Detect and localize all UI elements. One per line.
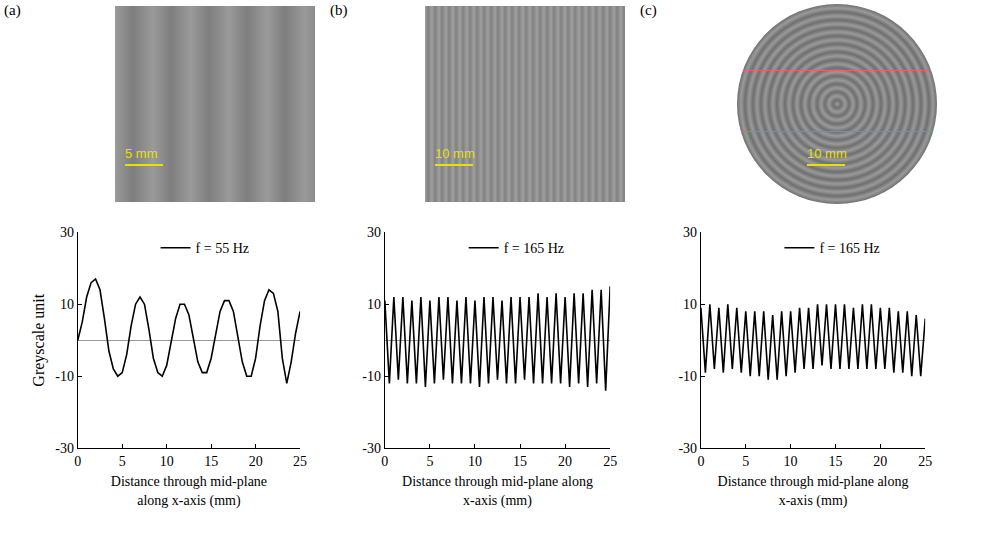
html-text:5 mm: 5 mm [125,146,158,161]
svg-text:f = 165 Hz: f = 165 Hz [819,241,879,256]
svg-text:30: 30 [367,225,381,240]
html-text:(a): (a) [4,2,21,18]
svg-text:10: 10 [367,297,381,312]
html-text:(b): (b) [330,2,348,18]
svg-text:25: 25 [293,454,307,469]
svg-text:-10: -10 [55,369,74,384]
svg-text:Distance through mid-planealon: Distance through mid-planealong x-axis (… [111,474,267,508]
svg-text:-30: -30 [362,441,381,456]
svg-text:0: 0 [74,454,81,469]
svg-text:5: 5 [119,454,126,469]
svg-text:-30: -30 [55,441,74,456]
svg-text:10: 10 [468,454,482,469]
svg-text:15: 15 [828,454,842,469]
svg-text:5: 5 [426,454,433,469]
svg-text:0: 0 [697,454,704,469]
svg-text:15: 15 [513,454,527,469]
svg-text:15: 15 [204,454,218,469]
svg-text:10: 10 [784,454,798,469]
svg-text:30: 30 [683,225,697,240]
svg-text:-10: -10 [678,369,697,384]
svg-text:0: 0 [381,454,388,469]
svg-text:25: 25 [603,454,617,469]
svg-text:10: 10 [683,297,697,312]
svg-text:f = 55 Hz: f = 55 Hz [196,241,249,256]
svg-text:10: 10 [160,454,174,469]
svg-text:30: 30 [60,225,74,240]
svg-text:20: 20 [249,454,263,469]
html-text:(c): (c) [640,2,657,18]
svg-text:5: 5 [742,454,749,469]
svg-text:-10: -10 [362,369,381,384]
svg-text:f = 165 Hz: f = 165 Hz [504,241,564,256]
html-text:10 mm: 10 mm [807,146,847,161]
svg-text:20: 20 [558,454,572,469]
svg-text:Distance through mid-plane alo: Distance through mid-plane alongx-axis (… [402,474,593,508]
svg-text:20: 20 [873,454,887,469]
svg-text:-30: -30 [678,441,697,456]
svg-text:Greyscale unit: Greyscale unit [30,293,48,386]
svg-text:10: 10 [60,297,74,312]
svg-text:Distance through mid-plane alo: Distance through mid-plane alongx-axis (… [718,474,909,508]
html-text:10 mm: 10 mm [435,146,475,161]
svg-text:25: 25 [918,454,932,469]
